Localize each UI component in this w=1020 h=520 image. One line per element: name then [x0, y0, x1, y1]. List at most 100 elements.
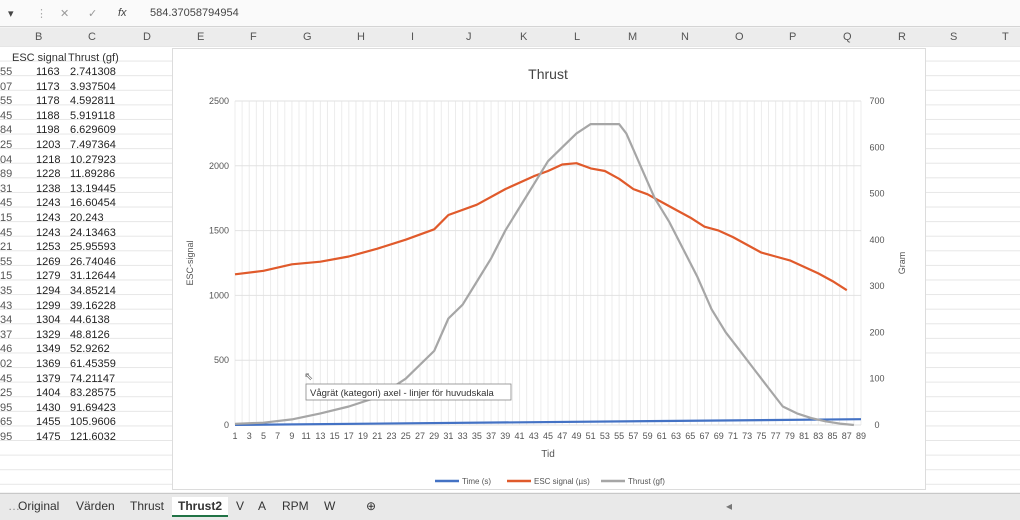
tab-rpm[interactable]: RPM	[282, 499, 309, 513]
cell-esc-signal[interactable]: 1173	[36, 80, 60, 93]
tab-v[interactable]: V	[236, 499, 245, 513]
header-esc-signal[interactable]: ESC signal	[12, 52, 67, 64]
cell-esc-signal[interactable]: 1379	[36, 372, 61, 385]
header-thrust[interactable]: Thrust (gf)	[68, 52, 119, 64]
cell-esc-signal[interactable]: 1228	[36, 168, 61, 181]
cell-thrust[interactable]: 4.592811	[70, 95, 116, 108]
column-header-m[interactable]: M	[628, 31, 638, 43]
column-header-f[interactable]: F	[250, 31, 257, 43]
cell-thrust[interactable]: 52.9262	[70, 343, 110, 356]
cell-esc-signal[interactable]: 1178	[36, 95, 60, 108]
cell-esc-signal[interactable]: 1430	[36, 401, 61, 414]
cell-esc-signal[interactable]: 1304	[36, 314, 61, 327]
formula-input[interactable]: 584.37058794954	[150, 7, 239, 19]
cell-thrust[interactable]: 16.60454	[70, 197, 116, 210]
tab-original[interactable]: Original	[18, 499, 60, 513]
cell-thrust[interactable]: 34.85214	[70, 285, 116, 297]
cell-esc-signal[interactable]: 1349	[36, 343, 61, 356]
y2-tick-label: 700	[869, 96, 884, 106]
cell-esc-signal[interactable]: 1198	[36, 124, 60, 137]
column-header-k[interactable]: K	[520, 31, 528, 43]
column-header-l[interactable]: L	[574, 31, 581, 43]
cell-thrust[interactable]: 121.6032	[70, 431, 116, 443]
row-number: 84	[0, 124, 13, 137]
scroll-left-icon[interactable]: ◂	[726, 499, 733, 513]
name-box-dropdown-icon[interactable]: ▾	[8, 8, 14, 20]
cell-thrust[interactable]: 44.6138	[70, 314, 110, 327]
cell-thrust[interactable]: 3.937504	[70, 80, 116, 93]
column-header-s[interactable]: S	[950, 31, 958, 43]
cell-thrust[interactable]: 6.629609	[70, 124, 116, 137]
more-icon[interactable]: ⋮	[36, 8, 47, 20]
fx-icon[interactable]: fx	[118, 7, 127, 19]
x-tick-label: 9	[289, 431, 294, 441]
y2-tick-label: 400	[869, 235, 884, 245]
cell-esc-signal[interactable]: 1203	[36, 139, 61, 151]
cell-esc-signal[interactable]: 1279	[36, 270, 61, 283]
cell-thrust[interactable]: 25.95593	[70, 241, 116, 254]
cell-thrust[interactable]: 83.28575	[70, 387, 116, 400]
cell-thrust[interactable]: 31.12644	[70, 270, 116, 283]
tab-w[interactable]: W	[324, 499, 336, 513]
cell-thrust[interactable]: 7.497364	[70, 139, 116, 151]
cell-esc-signal[interactable]: 1455	[36, 416, 61, 429]
cell-esc-signal[interactable]: 1243	[36, 197, 61, 210]
cell-esc-signal[interactable]: 1238	[36, 182, 61, 195]
x-tick-label: 49	[571, 431, 581, 441]
cell-thrust[interactable]: 20.243	[70, 212, 104, 224]
column-header-h[interactable]: H	[357, 31, 365, 43]
x-tick-label: 3	[247, 431, 252, 441]
cell-esc-signal[interactable]: 1269	[36, 255, 61, 268]
cell-esc-signal[interactable]: 1163	[36, 66, 60, 78]
cell-thrust[interactable]: 48.8126	[70, 328, 110, 341]
cell-esc-signal[interactable]: 1299	[36, 299, 61, 312]
cancel-icon[interactable]: ✕	[60, 8, 70, 20]
cell-thrust[interactable]: 2.741308	[70, 66, 116, 78]
cell-thrust[interactable]: 13.19445	[70, 182, 116, 195]
confirm-icon[interactable]: ✓	[88, 8, 98, 20]
cell-esc-signal[interactable]: 1294	[36, 285, 61, 297]
cell-thrust[interactable]: 91.69423	[70, 401, 116, 414]
column-header-n[interactable]: N	[681, 31, 689, 43]
column-header-b[interactable]: B	[35, 31, 43, 43]
cell-thrust[interactable]: 5.919118	[70, 109, 116, 122]
cell-thrust[interactable]: 10.27923	[70, 153, 116, 166]
cell-thrust[interactable]: 39.16228	[70, 299, 116, 312]
x-tick-label: 77	[771, 431, 781, 441]
cell-esc-signal[interactable]: 1329	[36, 328, 61, 341]
column-header-d[interactable]: D	[143, 31, 151, 43]
cell-thrust[interactable]: 105.9606	[70, 416, 116, 429]
tab-thrust2[interactable]: Thrust2	[172, 497, 229, 517]
cell-esc-signal[interactable]: 1404	[36, 387, 61, 400]
cell-esc-signal[interactable]: 1188	[36, 109, 60, 122]
column-header-g[interactable]: G	[303, 31, 312, 43]
cell-esc-signal[interactable]: 1243	[36, 226, 61, 239]
tab-scroll-icon[interactable]: …	[8, 499, 20, 513]
cell-esc-signal[interactable]: 1369	[36, 358, 61, 370]
cell-esc-signal[interactable]: 1218	[36, 153, 61, 166]
cell-esc-signal[interactable]: 1475	[36, 431, 61, 443]
cell-thrust[interactable]: 26.74046	[70, 255, 116, 268]
column-header-i[interactable]: I	[411, 31, 415, 43]
cell-thrust[interactable]: 11.89286	[70, 168, 116, 181]
column-header-e[interactable]: E	[197, 31, 205, 43]
add-sheet-icon[interactable]: ⊕	[366, 499, 377, 513]
x-tick-label: 55	[614, 431, 624, 441]
cell-thrust[interactable]: 61.45359	[70, 358, 116, 370]
column-header-q[interactable]: Q	[843, 31, 852, 43]
column-header-p[interactable]: P	[789, 31, 797, 43]
chart[interactable]: Thrust 0 500 1000 1500 2000 2500 0 100 200 300 400 5…	[172, 48, 926, 490]
column-header-c[interactable]: C	[88, 31, 96, 43]
column-header-o[interactable]: O	[735, 31, 744, 43]
cell-thrust[interactable]: 24.13463	[70, 226, 116, 239]
cell-esc-signal[interactable]: 1253	[36, 241, 61, 254]
tab-thrust[interactable]: Thrust	[130, 499, 165, 513]
column-header-j[interactable]: J	[466, 31, 472, 43]
column-header-t[interactable]: T	[1002, 31, 1009, 43]
cell-esc-signal[interactable]: 1243	[36, 212, 61, 224]
tab-a[interactable]: A	[258, 499, 267, 513]
cell-thrust[interactable]: 74.21147	[70, 372, 116, 385]
column-header-r[interactable]: R	[898, 31, 906, 43]
tab-värden[interactable]: Värden	[76, 499, 115, 513]
x-tick-label: 27	[415, 431, 425, 441]
